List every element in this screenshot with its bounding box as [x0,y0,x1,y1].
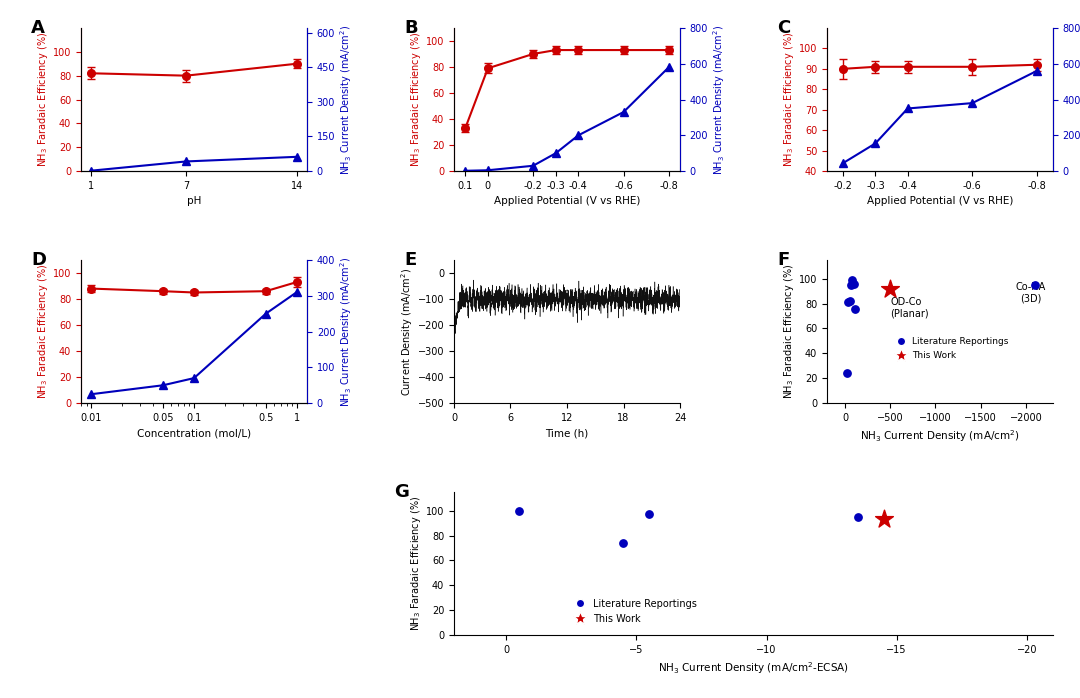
X-axis label: Time (h): Time (h) [545,429,589,438]
Point [847,303,864,314]
Point [1026,279,1043,290]
Point [875,514,892,525]
Y-axis label: NH$_3$ Current Density (mA/cm$^2$): NH$_3$ Current Density (mA/cm$^2$) [338,256,354,407]
Text: F: F [778,251,789,269]
Y-axis label: NH$_3$ Faradaic Efficiency (%): NH$_3$ Faradaic Efficiency (%) [782,264,796,399]
Text: A: A [31,20,45,37]
Point [841,295,859,306]
Point [849,511,866,522]
Y-axis label: NH$_3$ Current Density (mA/cm$^2$): NH$_3$ Current Density (mA/cm$^2$) [338,24,354,174]
Point [615,537,632,549]
Y-axis label: Current Density (mA/cm$^2$): Current Density (mA/cm$^2$) [399,267,415,396]
Text: B: B [404,20,418,37]
Point [640,509,658,520]
Point [846,278,863,289]
Text: C: C [778,20,791,37]
Text: G: G [394,483,409,501]
Legend: Literature Reportings, This Work: Literature Reportings, This Work [888,334,1012,364]
Point [881,283,899,294]
Point [839,297,856,308]
Text: E: E [404,251,417,269]
X-axis label: NH$_3$ Current Density (mA/cm$^2$-ECSA): NH$_3$ Current Density (mA/cm$^2$-ECSA) [658,660,849,676]
Text: D: D [31,251,46,269]
Text: Co-NA
(3D): Co-NA (3D) [1015,283,1045,304]
X-axis label: pH: pH [187,196,201,207]
Point [511,505,528,517]
Y-axis label: NH$_3$ Faradaic Efficiency (%): NH$_3$ Faradaic Efficiency (%) [409,32,423,167]
Point [842,279,860,290]
Y-axis label: NH$_3$ Faradaic Efficiency (%): NH$_3$ Faradaic Efficiency (%) [782,32,796,167]
Point [838,368,855,379]
Point [843,274,861,285]
Y-axis label: NH$_3$ Faradaic Efficiency (%): NH$_3$ Faradaic Efficiency (%) [36,32,50,167]
X-axis label: NH$_3$ Current Density (mA/cm$^2$): NH$_3$ Current Density (mA/cm$^2$) [860,429,1020,444]
Y-axis label: NH$_3$ Faradaic Efficiency (%): NH$_3$ Faradaic Efficiency (%) [36,264,50,399]
Y-axis label: NH$_3$ Faradaic Efficiency (%): NH$_3$ Faradaic Efficiency (%) [409,496,423,631]
Y-axis label: NH$_3$ Current Density (mA/cm$^2$): NH$_3$ Current Density (mA/cm$^2$) [711,24,727,174]
X-axis label: Concentration (mol/L): Concentration (mol/L) [137,429,251,438]
Legend: Literature Reportings, This Work: Literature Reportings, This Work [567,595,701,628]
X-axis label: Applied Potential (V vs RHE): Applied Potential (V vs RHE) [867,196,1013,207]
X-axis label: Applied Potential (V vs RHE): Applied Potential (V vs RHE) [494,196,640,207]
Text: OD-Co
(Planar): OD-Co (Planar) [890,297,929,319]
